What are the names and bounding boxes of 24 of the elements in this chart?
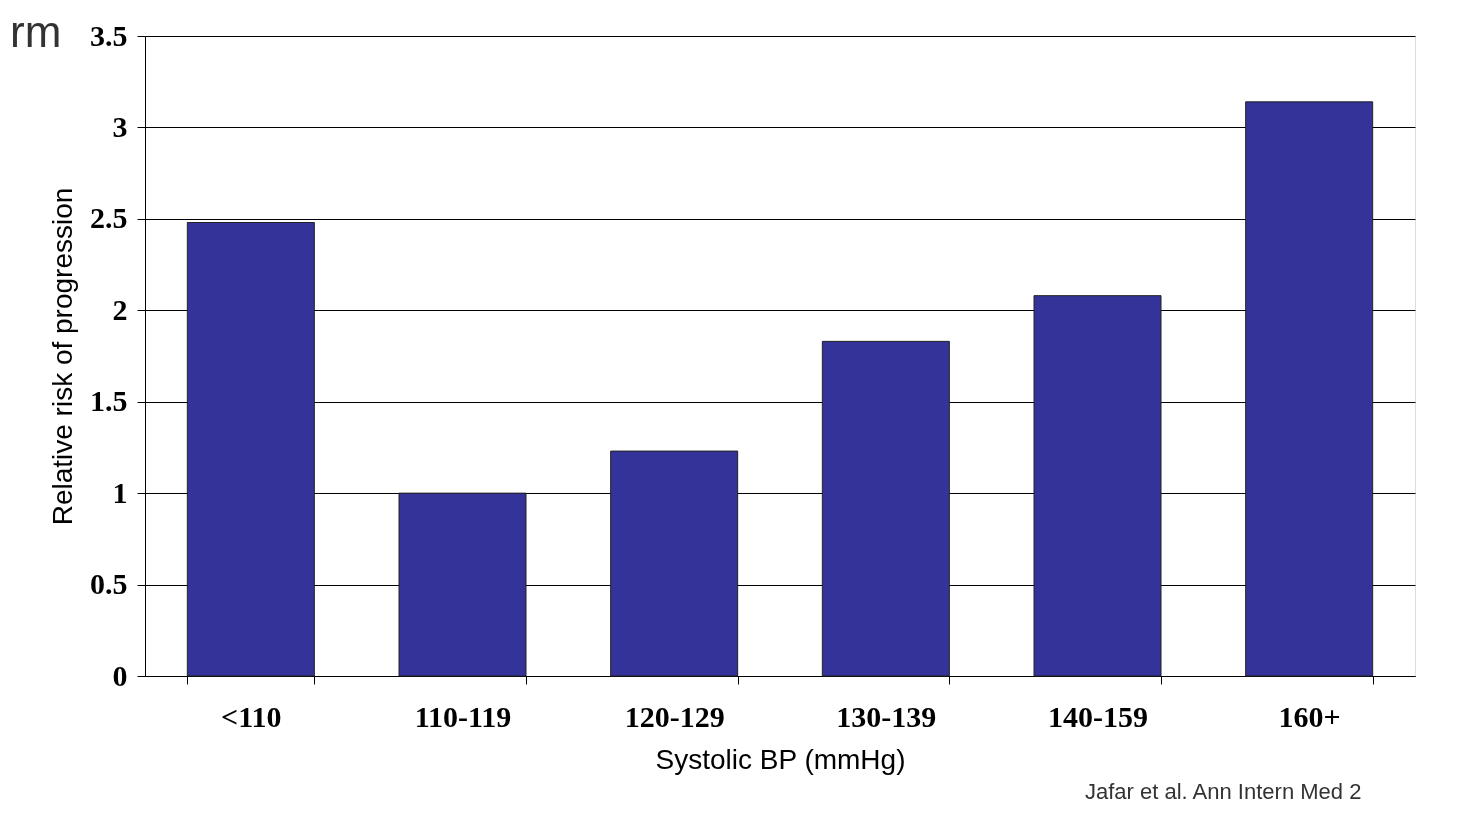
y-tick-label: 3 [112,109,128,143]
x-tick-label: <110 [221,699,282,733]
bar [398,492,527,677]
y-tick-label: 3.5 [90,18,128,52]
text: Jafar et al. Ann Intern Med 2 [1085,779,1362,804]
y-tick-label: 1.5 [90,384,128,418]
y-tick-label: 2 [112,292,128,326]
text: rm [10,7,62,56]
y-tick-label: 1 [112,475,128,509]
x-axis-title: Systolic BP (mmHg) [655,743,906,775]
y-tick-label: 2.5 [90,201,128,235]
y-tick-label: 0.5 [90,567,128,601]
bar [821,340,950,677]
y-axis-title: Relative risk of progression [47,187,78,526]
x-tick-label: 120-129 [624,699,725,733]
bar [1033,295,1162,677]
x-tick-label: 110-119 [414,699,512,733]
bar [610,450,739,677]
x-tick-label: 160+ [1278,699,1341,733]
bar [1245,101,1374,677]
x-tick-label: 130-139 [836,699,937,733]
y-tick-label: 0 [112,658,128,692]
bar [186,222,315,677]
x-tick-label: 140-159 [1048,699,1148,733]
